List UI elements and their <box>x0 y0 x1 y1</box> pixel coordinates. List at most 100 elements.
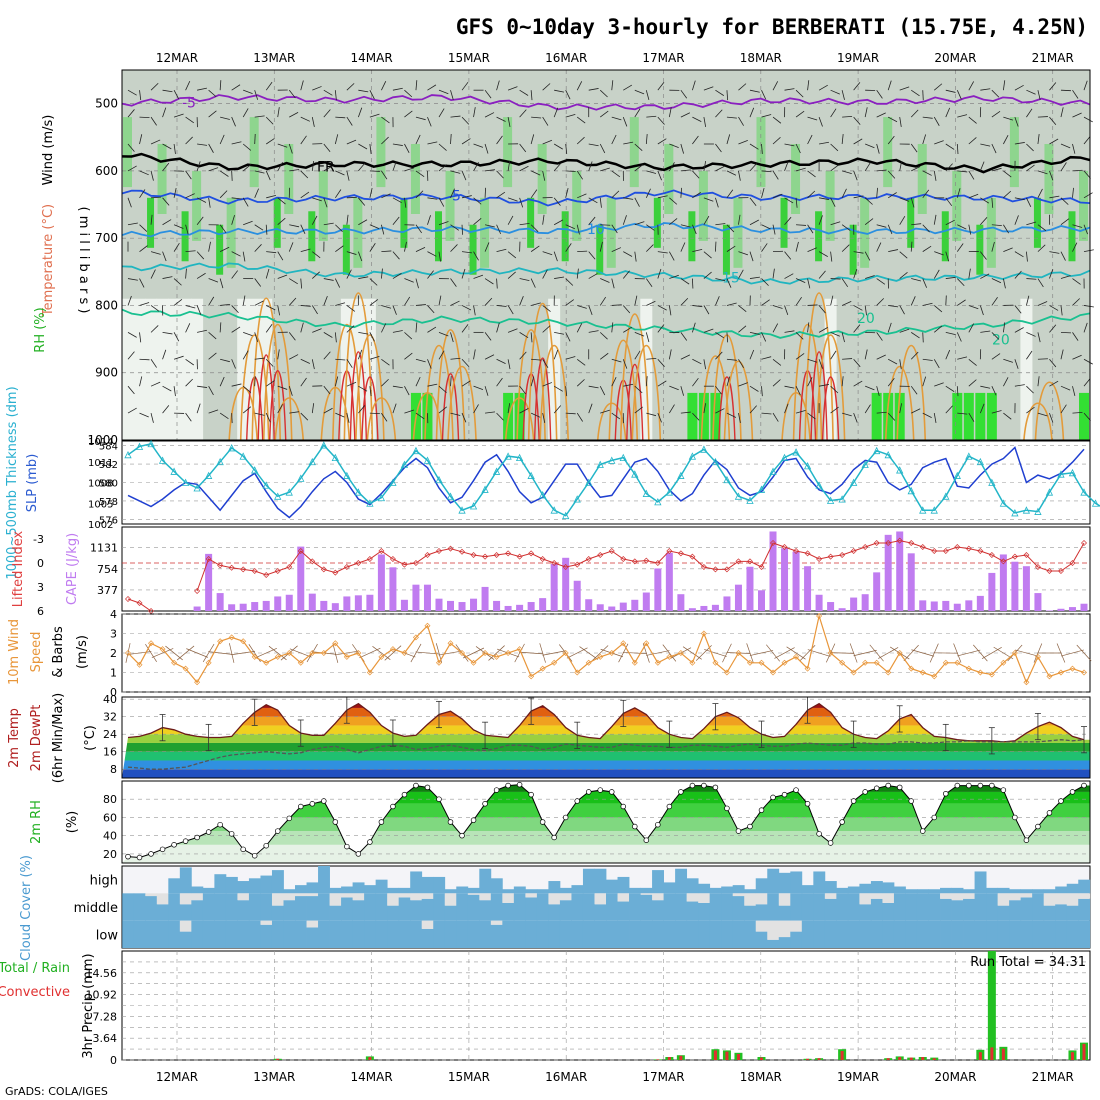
rh-patch-moist <box>629 117 639 188</box>
wind-barb <box>312 328 322 333</box>
cloud-cover-cell <box>456 886 469 894</box>
wind-barb <box>565 170 576 173</box>
cloud-cover-cell <box>675 893 688 921</box>
wind-barb <box>991 167 1002 172</box>
cloud-gap-cell <box>594 893 607 905</box>
surface-wind-barb <box>592 645 609 661</box>
cloud-gap-cell <box>156 893 169 905</box>
wind-barb <box>357 107 363 118</box>
rh-marker <box>1069 789 1076 795</box>
li-marker <box>551 560 558 566</box>
wind-barb <box>864 305 867 316</box>
wind-barb <box>933 170 937 181</box>
wind-barb <box>415 190 424 199</box>
pressure-axis-label: ( m i l l i b a r s ) <box>76 207 91 314</box>
cloud-cover-cell <box>237 920 250 948</box>
wind-barb <box>553 163 562 172</box>
wind-barb <box>865 385 875 391</box>
precip-convective-bar <box>713 1050 717 1060</box>
cloud-cover-cell <box>951 900 964 921</box>
slp-marker <box>135 442 144 450</box>
wind-barb <box>1072 224 1083 228</box>
wind-speed-marker <box>977 669 984 676</box>
wind-barb <box>461 268 466 279</box>
wind-barb <box>450 300 460 306</box>
wind-barb <box>588 251 596 260</box>
wind-barb <box>265 412 271 423</box>
wind-barb <box>830 143 839 152</box>
wind-barb <box>715 408 725 414</box>
wind-barb <box>1003 412 1012 420</box>
rh-marker <box>827 840 834 846</box>
wind-barb <box>231 116 236 127</box>
wind-barb <box>231 413 233 424</box>
wind-barb <box>692 322 696 333</box>
wind-barb <box>220 304 231 306</box>
cloud-cover-cell <box>997 905 1010 921</box>
wind-speed-marker <box>148 640 155 647</box>
wind-barb <box>865 143 875 149</box>
cloud-cover-cell <box>732 885 745 894</box>
wind-barb <box>542 214 545 225</box>
wind-barb <box>657 82 665 91</box>
wind-barb <box>818 305 826 314</box>
wind-barb <box>1037 358 1048 360</box>
wind-barb <box>795 197 798 208</box>
surface-wind-barb <box>622 651 647 655</box>
wind-barb <box>473 197 482 205</box>
wind-barb <box>887 170 896 179</box>
wind-barb <box>381 358 390 366</box>
wind-barb <box>288 242 294 252</box>
slp-marker <box>251 466 259 474</box>
wind-barb <box>450 244 458 252</box>
wind-barb <box>323 109 331 118</box>
wind-barb <box>692 170 700 179</box>
wind-barb <box>784 385 795 389</box>
wind-barb <box>680 278 690 285</box>
wind-barb <box>911 408 921 414</box>
precip-tick-label: 0 <box>110 1054 117 1067</box>
cape-bar <box>354 595 362 611</box>
wind-barb <box>1072 112 1082 118</box>
slp-marker <box>596 460 604 468</box>
wind-barb <box>1014 384 1025 387</box>
rh-patch-dry <box>133 298 146 440</box>
rh-marker <box>344 843 350 850</box>
wind-speed-marker <box>873 659 880 666</box>
wind-barb <box>830 350 837 360</box>
date-tick-bottom: 15MAR <box>448 1070 490 1084</box>
slp-marker <box>204 471 213 479</box>
wind-barb <box>427 84 437 91</box>
wind-barb <box>945 197 953 207</box>
cloud-cover-cell <box>133 893 146 921</box>
wind-barb <box>899 403 903 414</box>
wind-barb <box>530 189 538 199</box>
panel-frame <box>121 780 1091 864</box>
cloud-cover-cell <box>225 920 238 948</box>
wind-barb <box>761 143 763 154</box>
temp-contour-warm <box>366 397 397 441</box>
wind-barb <box>623 84 633 91</box>
rh-patch-surface-moist <box>894 392 905 440</box>
wind-barb <box>162 107 167 118</box>
upper-air-side-label: RH (%) <box>33 307 48 352</box>
wind-barb <box>761 170 772 173</box>
wind-barb <box>392 161 397 172</box>
cloud-cover-cell <box>467 920 480 948</box>
cape-bar <box>665 552 673 611</box>
wind-barb <box>415 304 426 306</box>
wind-barb <box>888 305 899 308</box>
wind-barb <box>646 244 654 252</box>
cloud-cover-cell <box>248 878 261 894</box>
wind-barb <box>381 81 387 91</box>
wind-barb <box>346 381 357 387</box>
pressure-tick-label: 900 <box>95 366 118 380</box>
wind-barb <box>980 217 988 225</box>
wind-barb <box>185 224 189 235</box>
wind-barb <box>576 358 586 366</box>
isotherm--5 <box>121 94 1091 111</box>
rh-patch-saturated <box>815 211 823 262</box>
wind-barb <box>887 322 892 333</box>
li-marker <box>286 564 293 570</box>
